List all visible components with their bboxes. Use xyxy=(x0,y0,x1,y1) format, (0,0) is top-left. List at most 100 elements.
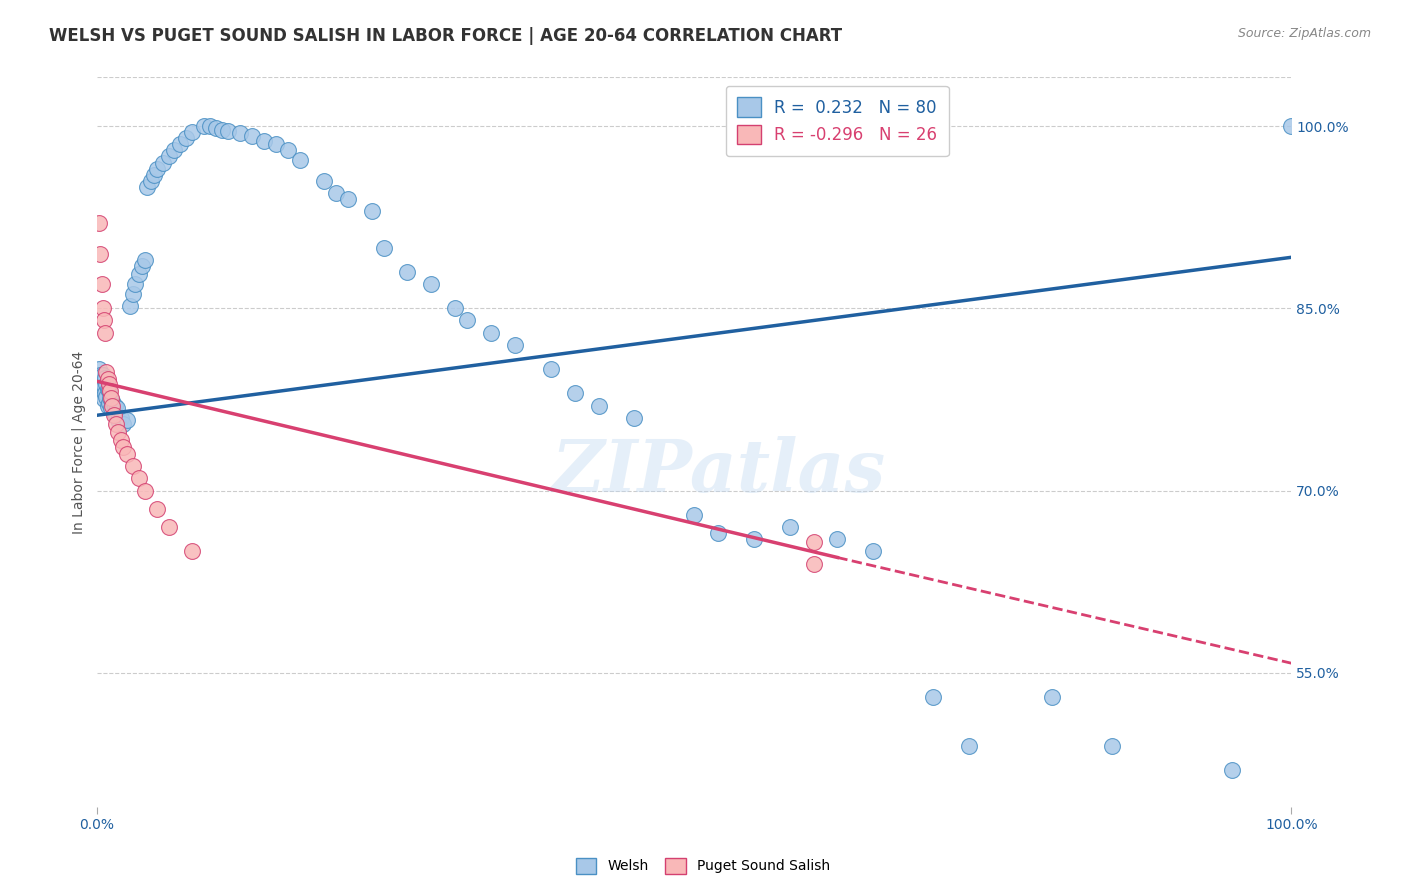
Point xyxy=(157,149,180,163)
Point xyxy=(105,401,128,415)
Point xyxy=(93,313,115,327)
Point xyxy=(124,277,146,291)
Point xyxy=(200,119,222,133)
Point xyxy=(707,526,730,541)
Point xyxy=(115,447,138,461)
Point xyxy=(94,370,117,384)
Point xyxy=(176,131,198,145)
Point xyxy=(152,155,174,169)
Point xyxy=(100,391,122,405)
Text: Source: ZipAtlas.com: Source: ZipAtlas.com xyxy=(1237,27,1371,40)
Point xyxy=(163,144,186,158)
Point xyxy=(1101,739,1123,753)
Point xyxy=(93,379,115,393)
Point xyxy=(104,417,127,431)
Point xyxy=(264,137,287,152)
Legend: R =  0.232   N = 80, R = -0.296   N = 26: R = 0.232 N = 80, R = -0.296 N = 26 xyxy=(725,86,949,156)
Point xyxy=(115,413,138,427)
Point xyxy=(89,246,111,260)
Point xyxy=(91,368,114,383)
Point xyxy=(94,386,117,401)
Point xyxy=(90,374,112,388)
Point xyxy=(110,410,132,425)
Point xyxy=(240,128,263,143)
Y-axis label: In Labor Force | Age 20-64: In Labor Force | Age 20-64 xyxy=(72,351,86,533)
Text: WELSH VS PUGET SOUND SALISH IN LABOR FORCE | AGE 20-64 CORRELATION CHART: WELSH VS PUGET SOUND SALISH IN LABOR FOR… xyxy=(49,27,842,45)
Point xyxy=(139,174,162,188)
Point xyxy=(90,277,112,291)
Point xyxy=(360,204,382,219)
Point xyxy=(97,382,120,396)
Point xyxy=(503,338,526,352)
Point xyxy=(104,409,127,423)
Point xyxy=(373,241,395,255)
Point xyxy=(98,391,121,405)
Point xyxy=(205,121,228,136)
Point xyxy=(101,393,124,408)
Point xyxy=(112,417,135,431)
Point xyxy=(103,409,125,423)
Point xyxy=(112,440,135,454)
Point xyxy=(229,126,252,140)
Point xyxy=(101,399,124,413)
Point xyxy=(121,459,143,474)
Point xyxy=(193,119,215,133)
Point xyxy=(479,326,502,340)
Point xyxy=(100,401,122,415)
Point xyxy=(217,124,239,138)
Point xyxy=(623,410,645,425)
Point xyxy=(157,520,180,534)
Point xyxy=(97,376,120,391)
Point xyxy=(98,384,121,398)
Point xyxy=(97,399,120,413)
Point xyxy=(96,376,118,391)
Point xyxy=(121,286,143,301)
Point xyxy=(94,326,117,340)
Point xyxy=(96,390,118,404)
Point xyxy=(89,362,111,376)
Point xyxy=(91,301,114,316)
Point xyxy=(957,739,980,753)
Point xyxy=(134,252,156,267)
Point xyxy=(120,299,142,313)
Point xyxy=(288,153,311,167)
Point xyxy=(827,533,849,547)
Point xyxy=(169,137,191,152)
Point xyxy=(145,501,167,516)
Point xyxy=(107,413,129,427)
Point xyxy=(312,174,335,188)
Point xyxy=(922,690,945,705)
Point xyxy=(742,533,765,547)
Point xyxy=(1220,763,1243,777)
Point xyxy=(107,425,129,440)
Point xyxy=(540,362,562,376)
Point xyxy=(1279,119,1302,133)
Point xyxy=(396,265,419,279)
Point xyxy=(134,483,156,498)
Point xyxy=(588,399,610,413)
Legend: Welsh, Puget Sound Salish: Welsh, Puget Sound Salish xyxy=(568,851,838,880)
Point xyxy=(277,144,299,158)
Point xyxy=(103,404,125,418)
Point xyxy=(253,134,276,148)
Point xyxy=(128,471,150,485)
Point xyxy=(104,399,127,413)
Point xyxy=(325,186,347,200)
Point xyxy=(91,380,114,394)
Point xyxy=(89,216,111,230)
Point xyxy=(97,372,120,386)
Point xyxy=(181,544,204,558)
Point xyxy=(336,192,359,206)
Point xyxy=(145,161,167,176)
Point xyxy=(128,268,150,282)
Point xyxy=(131,259,153,273)
Point xyxy=(564,386,586,401)
Point xyxy=(143,168,166,182)
Point xyxy=(444,301,467,316)
Point xyxy=(862,544,884,558)
Point xyxy=(803,557,825,571)
Point xyxy=(779,520,801,534)
Point xyxy=(456,313,478,327)
Point xyxy=(211,122,233,136)
Point xyxy=(110,433,132,447)
